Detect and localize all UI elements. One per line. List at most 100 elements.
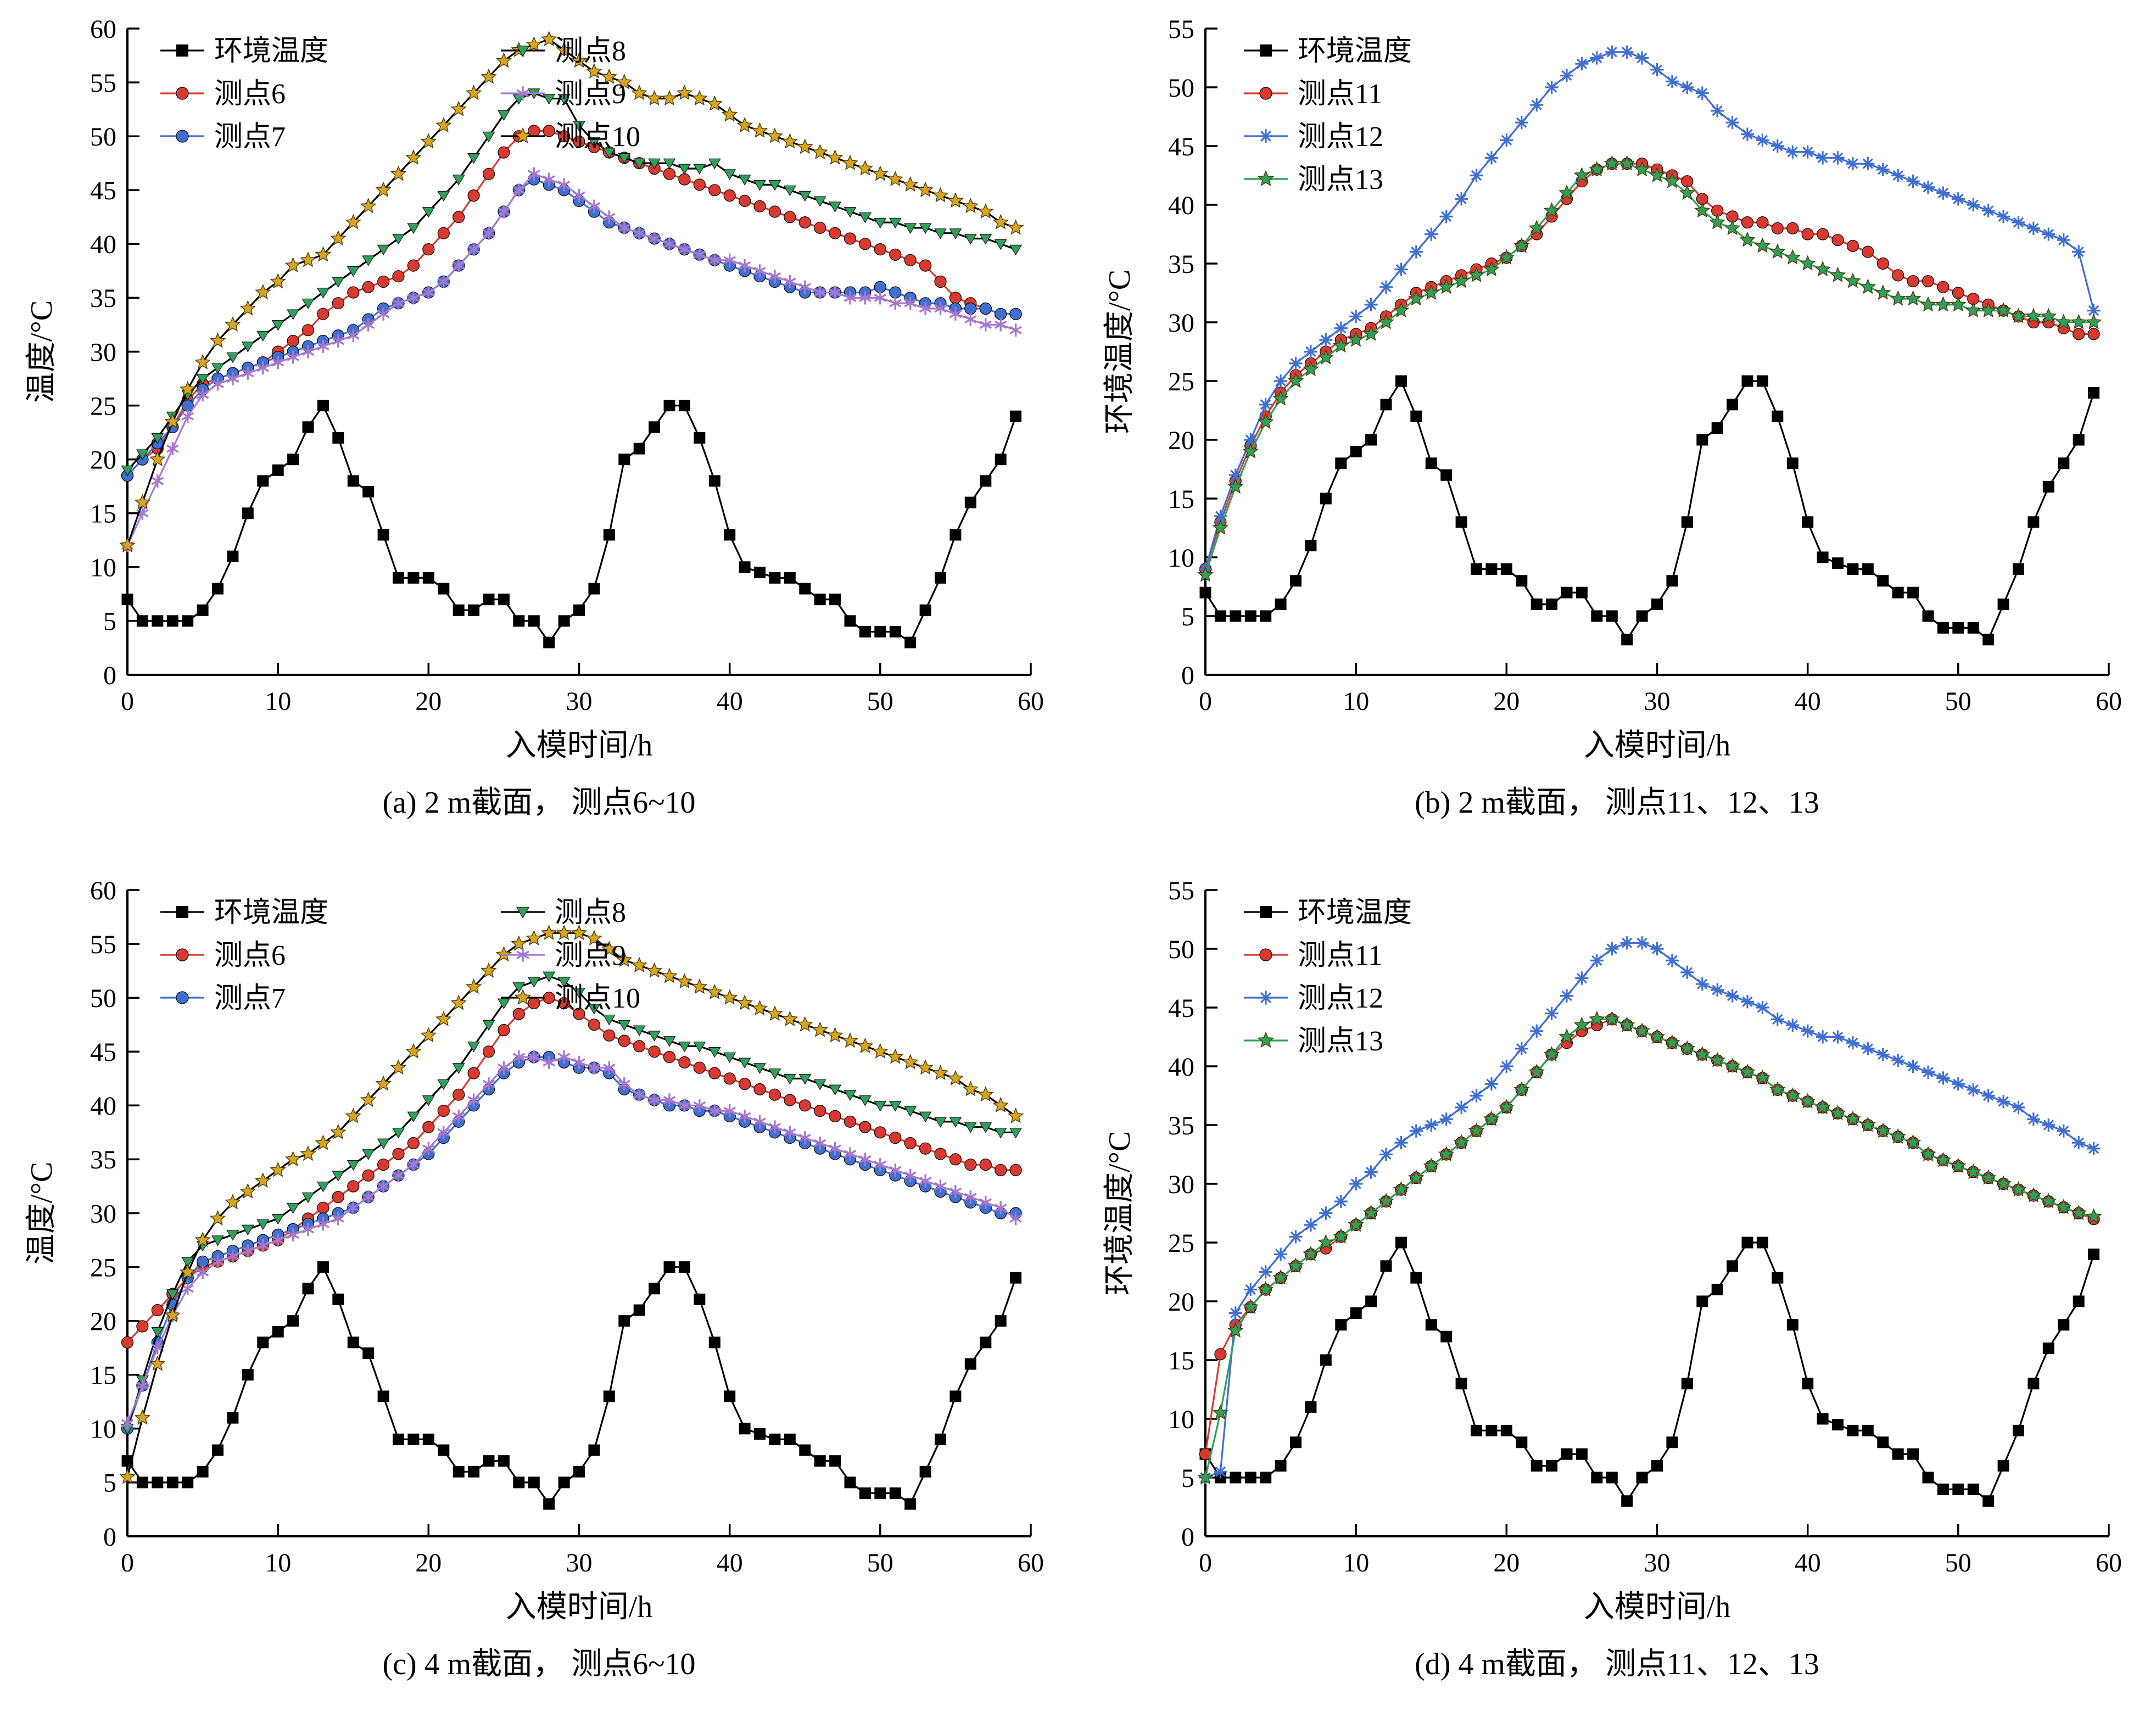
svg-text:40: 40 xyxy=(716,687,742,716)
svg-text:测点8: 测点8 xyxy=(555,897,626,928)
panel-b: 0 5 10 15 20 25 30 35 40 45 50 55 0 10 20 30 40 50 60 环境温度/… xyxy=(1078,0,2156,862)
svg-text:测点9: 测点9 xyxy=(555,79,626,110)
svg-text:0: 0 xyxy=(121,687,134,716)
panel-a: 0 5 10 15 20 25 30 35 40 45 50 55 60 0 10 20 30 40 50 60 温度/… xyxy=(0,0,1078,862)
svg-text:40: 40 xyxy=(1794,1548,1820,1577)
svg-text:20: 20 xyxy=(1493,687,1520,716)
svg-text:测点12: 测点12 xyxy=(1298,121,1383,153)
svg-text:10: 10 xyxy=(1168,544,1194,573)
svg-text:测点7: 测点7 xyxy=(214,121,286,153)
svg-text:55: 55 xyxy=(1168,876,1194,905)
svg-text:入模时间/h: 入模时间/h xyxy=(1583,1590,1730,1624)
svg-text:50: 50 xyxy=(1168,935,1194,964)
svg-text:10: 10 xyxy=(1343,687,1369,716)
svg-text:测点7: 测点7 xyxy=(214,983,286,1014)
svg-text:40: 40 xyxy=(1168,1053,1194,1082)
svg-text:30: 30 xyxy=(90,338,116,367)
svg-text:50: 50 xyxy=(1168,74,1194,103)
svg-text:测点13: 测点13 xyxy=(1298,164,1383,195)
svg-text:15: 15 xyxy=(90,1361,116,1390)
svg-text:30: 30 xyxy=(1168,309,1194,338)
svg-text:测点6: 测点6 xyxy=(214,79,286,110)
svg-text:5: 5 xyxy=(103,607,116,636)
svg-text:15: 15 xyxy=(1168,1346,1194,1375)
svg-text:测点10: 测点10 xyxy=(555,983,640,1014)
svg-text:环境温度/°C: 环境温度/°C xyxy=(1103,1131,1137,1295)
svg-text:40: 40 xyxy=(1794,687,1820,716)
svg-text:10: 10 xyxy=(1343,1548,1369,1577)
svg-text:20: 20 xyxy=(1168,1288,1194,1317)
svg-text:测点9: 测点9 xyxy=(555,940,626,971)
svg-text:60: 60 xyxy=(90,15,116,44)
svg-text:温度/°C: 温度/°C xyxy=(25,300,59,403)
caption-a: (a) 2 m截面， 测点6~10 xyxy=(382,786,696,820)
svg-text:35: 35 xyxy=(90,1145,116,1174)
svg-text:55: 55 xyxy=(90,930,116,959)
svg-text:测点12: 测点12 xyxy=(1298,983,1383,1014)
svg-text:30: 30 xyxy=(1168,1170,1194,1199)
svg-text:入模时间/h: 入模时间/h xyxy=(505,729,652,763)
caption-c: (c) 4 m截面， 测点6~10 xyxy=(382,1647,696,1681)
chart-b-svg: 0 5 10 15 20 25 30 35 40 45 50 55 0 10 20 30 40 50 60 环境温度/… xyxy=(1103,15,2122,763)
svg-text:20: 20 xyxy=(90,446,116,475)
svg-text:环境温度: 环境温度 xyxy=(214,36,328,67)
svg-text:60: 60 xyxy=(1018,1548,1044,1577)
svg-text:20: 20 xyxy=(415,687,442,716)
chart-d-svg: 0 5 10 15 20 25 30 35 40 45 50 55 0 10 20 30 40 50 60 环境温度/… xyxy=(1103,876,2122,1624)
svg-text:测点11: 测点11 xyxy=(1298,940,1382,971)
svg-text:50: 50 xyxy=(90,122,116,152)
svg-text:0: 0 xyxy=(103,1523,116,1552)
svg-text:50: 50 xyxy=(1945,1548,1971,1577)
caption-d: (d) 4 m截面， 测点11、12、13 xyxy=(1415,1647,1819,1681)
svg-text:10: 10 xyxy=(265,1548,291,1577)
svg-text:60: 60 xyxy=(1018,687,1044,716)
svg-text:测点11: 测点11 xyxy=(1298,79,1382,110)
svg-text:60: 60 xyxy=(2096,1548,2122,1577)
svg-text:35: 35 xyxy=(1168,250,1194,279)
svg-text:10: 10 xyxy=(90,553,116,583)
svg-text:40: 40 xyxy=(90,230,116,259)
svg-text:20: 20 xyxy=(1168,426,1194,455)
svg-text:60: 60 xyxy=(90,876,116,905)
svg-text:25: 25 xyxy=(90,391,116,421)
svg-text:45: 45 xyxy=(90,176,116,205)
svg-text:30: 30 xyxy=(566,1548,592,1577)
svg-text:20: 20 xyxy=(1493,1548,1520,1577)
svg-text:45: 45 xyxy=(1168,994,1194,1023)
svg-text:25: 25 xyxy=(1168,367,1194,396)
svg-text:测点8: 测点8 xyxy=(555,36,626,67)
svg-text:0: 0 xyxy=(121,1548,134,1577)
svg-text:30: 30 xyxy=(1644,687,1670,716)
svg-text:25: 25 xyxy=(1168,1229,1194,1258)
svg-text:40: 40 xyxy=(716,1548,742,1577)
svg-text:15: 15 xyxy=(1168,485,1194,514)
svg-text:50: 50 xyxy=(867,687,893,716)
svg-text:10: 10 xyxy=(265,687,291,716)
svg-text:25: 25 xyxy=(90,1253,116,1282)
svg-text:30: 30 xyxy=(566,687,592,716)
svg-text:50: 50 xyxy=(1945,687,1971,716)
svg-text:环境温度: 环境温度 xyxy=(214,897,328,928)
svg-text:5: 5 xyxy=(1181,602,1194,631)
caption-b: (b) 2 m截面， 测点11、12、13 xyxy=(1415,786,1819,820)
svg-text:10: 10 xyxy=(1168,1405,1194,1434)
svg-text:0: 0 xyxy=(1181,661,1194,690)
svg-text:环境温度/°C: 环境温度/°C xyxy=(1103,270,1137,434)
svg-text:20: 20 xyxy=(90,1307,116,1336)
svg-text:40: 40 xyxy=(90,1092,116,1121)
svg-text:60: 60 xyxy=(2096,687,2122,716)
svg-text:5: 5 xyxy=(1181,1464,1194,1493)
svg-text:测点13: 测点13 xyxy=(1298,1026,1383,1057)
svg-text:50: 50 xyxy=(867,1548,893,1577)
svg-text:入模时间/h: 入模时间/h xyxy=(505,1590,652,1624)
svg-text:55: 55 xyxy=(90,69,116,98)
svg-text:测点6: 测点6 xyxy=(214,940,286,971)
svg-text:40: 40 xyxy=(1168,191,1194,220)
svg-text:50: 50 xyxy=(90,984,116,1013)
svg-text:35: 35 xyxy=(1168,1111,1194,1140)
svg-text:5: 5 xyxy=(103,1469,116,1498)
svg-text:55: 55 xyxy=(1168,15,1194,44)
chart-c: 0 5 10 15 20 25 30 35 40 45 50 55 60 0 10 20 30 40 50 60 温度/… xyxy=(18,869,1061,1638)
chart-d: 0 5 10 15 20 25 30 35 40 45 50 55 0 10 20 30 40 50 60 环境温度/… xyxy=(1096,869,2139,1638)
